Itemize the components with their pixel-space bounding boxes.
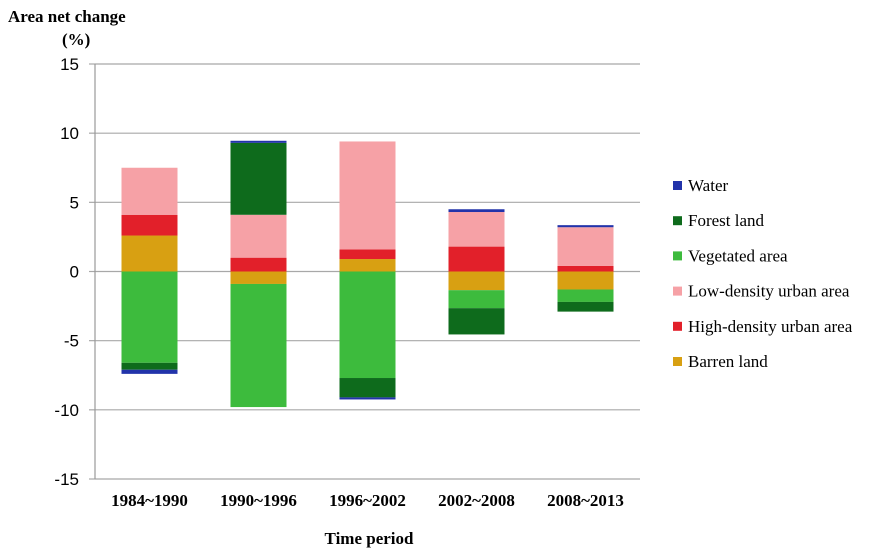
legend-label-vegetated-area: Vegetated area	[688, 246, 788, 265]
bar-segment-barren-land	[339, 259, 396, 272]
legend-label-water: Water	[688, 176, 728, 195]
y-tick-label: 5	[70, 193, 79, 212]
legend-swatch-low-density-urban-area	[673, 286, 682, 296]
y-tick-label: 0	[70, 263, 79, 282]
bar-segment-barren-land	[121, 235, 178, 272]
bar-segment-high-density-urban-area	[448, 246, 505, 272]
y-axis-title-line1: Area net change	[8, 7, 126, 26]
x-category-label: 2008~2013	[547, 491, 624, 510]
bar-segment-high-density-urban-area	[339, 249, 396, 260]
y-tick-label: -15	[54, 470, 79, 489]
legend-swatch-forest-land	[673, 216, 682, 226]
legend-label-low-density-urban-area: Low-density urban area	[688, 282, 850, 301]
bar-segment-water	[448, 209, 505, 213]
legend-swatch-barren-land	[673, 357, 682, 366]
bar-segment-low-density-urban-area	[557, 227, 614, 266]
x-axis-title: Time period	[325, 529, 414, 548]
bar-segment-vegetated-area	[339, 271, 396, 379]
y-tick-label: 10	[60, 124, 79, 143]
bar-segment-water	[230, 140, 287, 143]
bar-segment-forest-land	[339, 378, 396, 398]
legend-label-forest-land: Forest land	[688, 211, 765, 230]
bar-segment-high-density-urban-area	[230, 257, 287, 272]
bar-segment-forest-land	[448, 308, 505, 335]
category-labels: 1984~1990 1990~1996 1996~2002 2002~2008 2008…	[111, 491, 624, 510]
bar-segment-high-density-urban-area	[557, 265, 614, 272]
bar-segment-water	[557, 225, 614, 228]
bar-segment-water	[339, 397, 396, 400]
bar-segment-vegetated-area	[557, 289, 614, 302]
bar-segment-low-density-urban-area	[339, 141, 396, 250]
bar-segment-water	[121, 369, 178, 374]
bar-segment-low-density-urban-area	[230, 214, 287, 258]
bar-segment-forest-land	[230, 142, 287, 215]
x-category-label: 1984~1990	[111, 491, 188, 510]
legend-label-high-density-urban-area: High-density urban area	[688, 317, 853, 336]
y-axis-title-line2: (%)	[62, 30, 90, 49]
legend: Water Forest land Vegetated area Low-densit…	[673, 176, 853, 371]
bar-segment-forest-land	[121, 362, 178, 370]
legend-swatch-high-density-urban-area	[673, 321, 682, 331]
y-tick-label: -5	[64, 332, 79, 351]
y-tick-labels: 15 10 5 0 -5 -10 -15	[54, 55, 79, 489]
legend-swatch-water	[673, 181, 682, 190]
y-tick-label: -10	[54, 401, 79, 420]
bar-segment-low-density-urban-area	[448, 212, 505, 247]
bar-segment-vegetated-area	[230, 283, 287, 408]
x-category-label: 1996~2002	[329, 491, 406, 510]
bars	[121, 140, 614, 408]
bar-segment-low-density-urban-area	[121, 167, 178, 215]
legend-label-barren-land: Barren land	[688, 352, 768, 371]
bar-segment-high-density-urban-area	[121, 214, 178, 236]
x-category-label: 2002~2008	[438, 491, 515, 510]
y-tick-label: 15	[60, 55, 79, 74]
bar-segment-forest-land	[557, 301, 614, 312]
bar-segment-barren-land	[230, 271, 287, 284]
bar-segment-barren-land	[557, 271, 614, 290]
bar-segment-vegetated-area	[121, 271, 178, 363]
bar-segment-vegetated-area	[448, 290, 505, 309]
bar-segment-barren-land	[448, 271, 505, 291]
x-category-label: 1990~1996	[220, 491, 297, 510]
legend-swatch-vegetated-area	[673, 251, 682, 261]
